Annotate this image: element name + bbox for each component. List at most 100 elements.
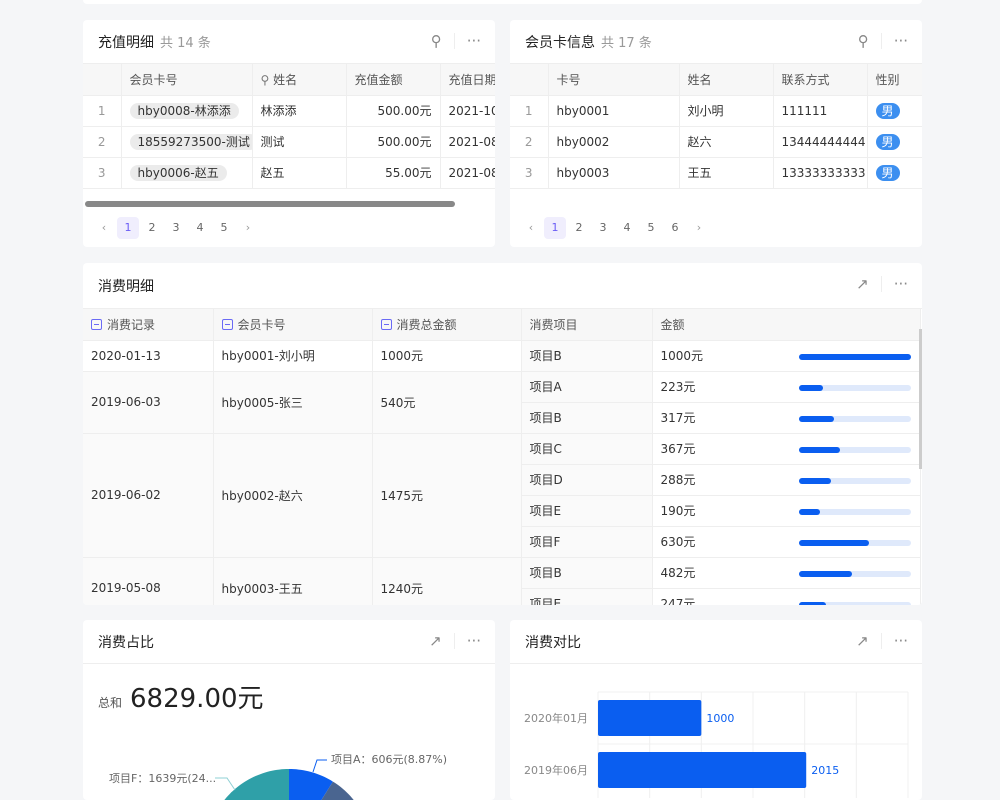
table-row[interactable]: 项目D 288元 — [83, 464, 921, 496]
search-icon[interactable]: ⚲ — [857, 32, 869, 50]
table-row[interactable]: 项目F 630元 — [83, 526, 921, 558]
col-header[interactable]: 会员卡号 — [213, 309, 373, 341]
item-cell: 项目D — [521, 464, 653, 496]
table-row[interactable]: 项目E 190元 — [83, 495, 921, 527]
more-icon[interactable]: ··· — [893, 275, 908, 293]
amount-cell: 55.00元 — [346, 157, 441, 189]
table-row[interactable]: 2 18559273500-测试 测试 500.00元 2021-08 — [83, 126, 495, 158]
col-header[interactable]: 充值金额 — [346, 64, 441, 96]
card-cell: hby0002 — [548, 126, 680, 158]
name-cell: 王五 — [679, 157, 774, 189]
col-header[interactable]: 会员卡号 — [121, 64, 253, 96]
col-header[interactable]: 充值日期 — [440, 64, 495, 96]
col-header[interactable]: 消费项目 — [521, 309, 653, 341]
more-icon[interactable]: ··· — [893, 632, 908, 650]
page-button[interactable]: 1 — [117, 217, 139, 239]
page-button[interactable]: 4 — [623, 221, 631, 234]
value-label: 2015 — [811, 764, 839, 777]
value-label: 1000 — [706, 712, 734, 725]
page-button[interactable]: 5 — [647, 221, 655, 234]
page-button[interactable]: 1 — [544, 217, 566, 239]
pie-slice[interactable] — [224, 769, 289, 800]
amount-cell: 317元 — [652, 402, 921, 434]
expand-icon[interactable]: ↗ — [429, 632, 442, 650]
bar[interactable] — [598, 752, 807, 788]
page-button[interactable]: 4 — [196, 221, 204, 234]
card-cell: hby0003 — [548, 157, 680, 189]
table-row[interactable]: 2020-01-13 hby0001-刘小明 1000元 项目B 1000元 — [83, 340, 921, 372]
card-cell: hby0003-王五 — [213, 557, 373, 605]
table-row[interactable]: 3 hby0003 王五 13333333333 男 — [510, 157, 922, 189]
row-number: 2 — [510, 126, 549, 158]
table-row[interactable]: 2019-06-02 hby0002-赵六 1475元 项目C 367元 — [83, 433, 921, 558]
name-cell: 赵六 — [679, 126, 774, 158]
total-label: 总和 — [98, 696, 123, 710]
expand-icon[interactable]: ↗ — [856, 632, 869, 650]
item-cell: 项目F — [521, 526, 653, 558]
card-title: 消费占比 — [98, 634, 154, 651]
share-card: 消费占比 ↗ ··· 总和 6829.00元 项目A：606元(8.87%) 项目F… — [83, 620, 495, 800]
page-button[interactable]: 2 — [575, 221, 583, 234]
col-header[interactable]: 姓名 — [679, 64, 774, 96]
more-icon[interactable]: ··· — [893, 32, 908, 50]
top-card-edge — [83, 0, 922, 4]
pie-slice[interactable] — [289, 769, 333, 800]
name-cell: 测试 — [252, 126, 347, 158]
table-row[interactable]: 2 hby0002 赵六 13444444444 男 — [510, 126, 922, 158]
col-header[interactable]: 消费记录 — [83, 309, 214, 341]
date-cell: 2020-01-13 — [83, 340, 214, 372]
collapse-icon[interactable] — [221, 318, 233, 330]
amount-progress-bar — [798, 539, 911, 546]
prev-page-button[interactable]: ‹ — [101, 221, 107, 234]
next-page-button[interactable]: › — [245, 221, 251, 234]
consumption-card: 消费明细 ↗ ··· 消费记录 会员卡号 消费总金额 消费项目 金额 2020-01… — [83, 263, 922, 605]
row-number: 3 — [510, 157, 549, 189]
amount-cell: 288元 — [652, 464, 921, 496]
record-count: 共 17 条 — [601, 36, 652, 51]
more-icon[interactable]: ··· — [466, 32, 481, 50]
amount-progress-bar — [798, 477, 911, 484]
table-row[interactable]: 项目B 317元 — [83, 402, 921, 434]
label-leader — [312, 759, 327, 773]
table-row[interactable]: 1 hby0001 刘小明 111111 男 — [510, 95, 922, 127]
gender-cell: 男 — [867, 126, 922, 158]
more-icon[interactable]: ··· — [466, 632, 481, 650]
table-row[interactable]: 1 hby0008-林添添 林添添 500.00元 2021-10 — [83, 95, 495, 127]
page-button[interactable]: 2 — [148, 221, 156, 234]
col-header[interactable]: 金额 — [652, 309, 921, 341]
page-button[interactable]: 3 — [172, 221, 180, 234]
bar[interactable] — [598, 700, 702, 736]
col-header[interactable]: 卡号 — [548, 64, 680, 96]
page-button[interactable]: 6 — [671, 221, 679, 234]
col-header[interactable]: ⚲ 姓名 — [252, 64, 347, 96]
page-button[interactable]: 5 — [220, 221, 228, 234]
table-row[interactable]: 2019-05-08 hby0003-王五 1240元 项目B 482元 — [83, 557, 921, 605]
next-page-button[interactable]: › — [696, 221, 702, 234]
amount-progress-bar — [798, 508, 911, 515]
amount-progress-bar — [798, 446, 911, 453]
amount-progress-bar — [798, 415, 911, 422]
col-header[interactable]: 联系方式 — [773, 64, 868, 96]
card-title: 会员卡信息 — [525, 34, 595, 51]
search-icon[interactable]: ⚲ — [430, 32, 442, 50]
row-number: 1 — [83, 95, 122, 127]
slice-label: 项目F：1639元(24... — [109, 772, 216, 785]
expand-icon[interactable]: ↗ — [856, 275, 869, 293]
row-number: 2 — [83, 126, 122, 158]
page-button[interactable]: 3 — [599, 221, 607, 234]
col-header[interactable]: 消费总金额 — [372, 309, 522, 341]
collapse-icon[interactable] — [91, 318, 102, 330]
collapse-icon[interactable] — [380, 318, 392, 330]
table-row[interactable]: 项目E 247元 — [83, 588, 921, 605]
table-row[interactable]: 3 hby0006-赵五 赵五 55.00元 2021-08 — [83, 157, 495, 189]
horizontal-scrollbar[interactable] — [85, 201, 455, 207]
table-row[interactable]: 2019-06-03 hby0005-张三 540元 项目A 223元 — [83, 371, 921, 434]
amount-progress-bar — [798, 601, 911, 605]
total-cell: 1000元 — [372, 340, 522, 372]
pie-slice-rest[interactable] — [321, 781, 354, 800]
col-header[interactable]: 性别 — [867, 64, 922, 96]
prev-page-button[interactable]: ‹ — [528, 221, 534, 234]
amount-cell: 630元 — [652, 526, 921, 558]
vertical-scrollbar[interactable] — [919, 329, 922, 469]
name-cell: 林添添 — [252, 95, 347, 127]
